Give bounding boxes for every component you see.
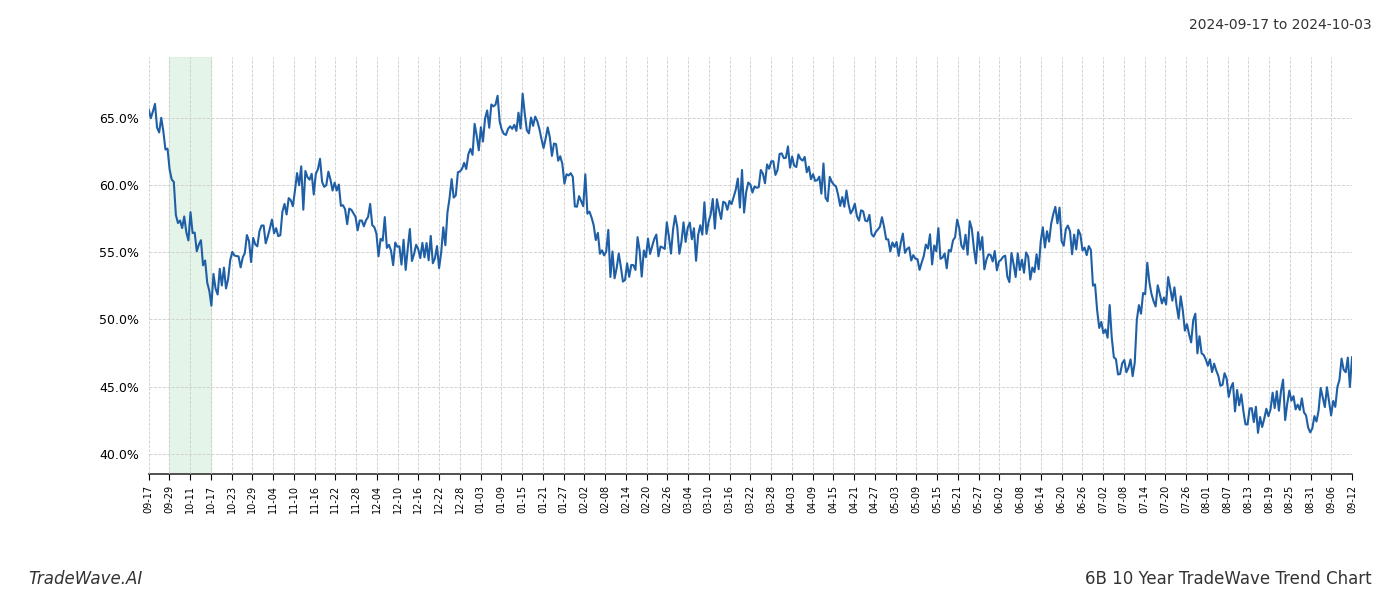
Text: 6B 10 Year TradeWave Trend Chart: 6B 10 Year TradeWave Trend Chart (1085, 570, 1372, 588)
Text: 2024-09-17 to 2024-10-03: 2024-09-17 to 2024-10-03 (1190, 18, 1372, 32)
Bar (169, 57, 211, 474)
Text: TradeWave.AI: TradeWave.AI (28, 570, 143, 588)
